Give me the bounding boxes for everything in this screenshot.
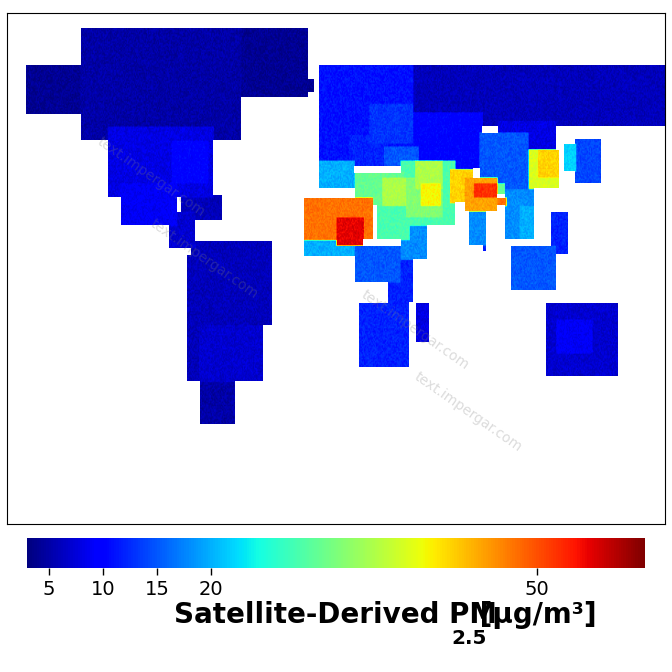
- Text: text.impergar.com: text.impergar.com: [359, 288, 472, 372]
- Text: text.impergar.com: text.impergar.com: [411, 370, 524, 454]
- Text: Satellite-Derived PM: Satellite-Derived PM: [175, 601, 497, 629]
- Text: [μg/m³]: [μg/m³]: [470, 601, 597, 629]
- Text: 2.5: 2.5: [452, 629, 487, 648]
- Text: text.impergar.com: text.impergar.com: [95, 134, 208, 219]
- Text: text.impergar.com: text.impergar.com: [148, 216, 261, 301]
